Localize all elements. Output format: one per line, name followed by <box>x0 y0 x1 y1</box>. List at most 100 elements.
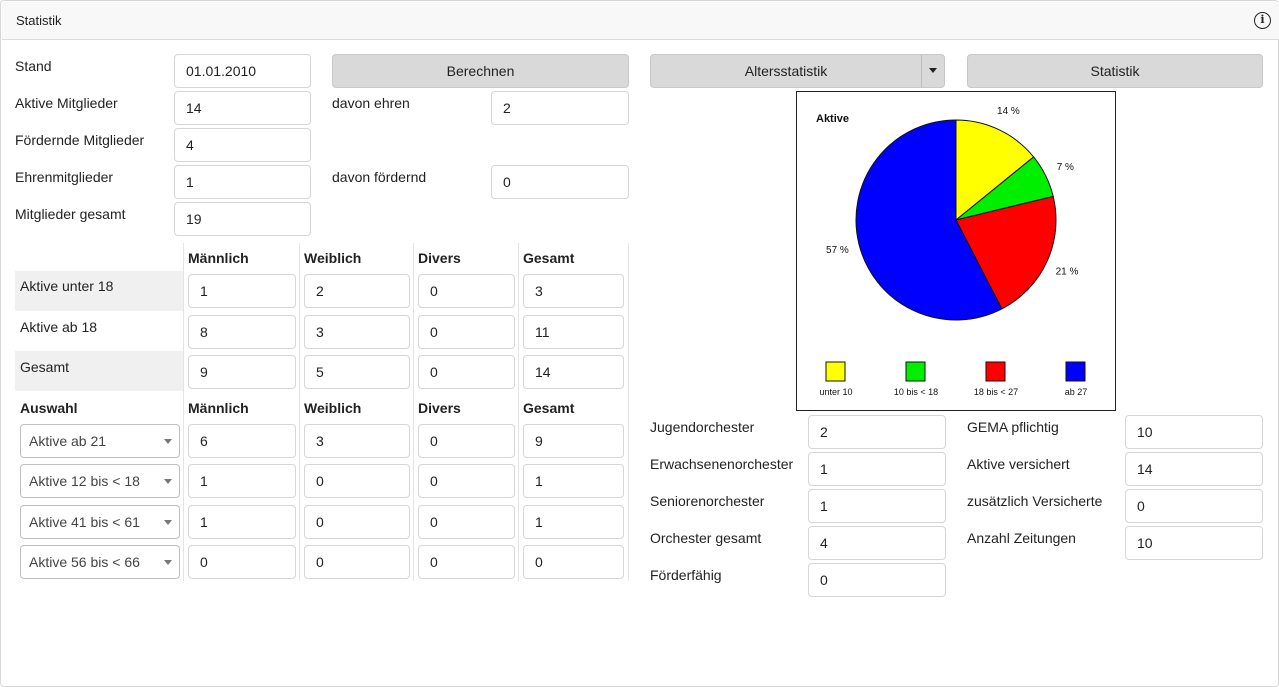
row-label-active-under-18: Aktive unter 18 <box>20 278 114 294</box>
of-which-supporting-label: davon fördernd <box>332 169 427 185</box>
of-which-honorary-field[interactable]: 2 <box>491 91 629 125</box>
header-female: Weiblich <box>304 250 362 266</box>
chart-title: Aktive <box>816 113 849 125</box>
chevron-down-icon[interactable] <box>929 68 937 73</box>
age-statistics-button[interactable]: Altersstatistik <box>744 63 828 79</box>
total-female[interactable]: 5 <box>304 355 410 389</box>
total-male[interactable]: 9 <box>188 355 296 389</box>
active-from-18-diverse[interactable]: 0 <box>418 315 515 349</box>
row-label-total: Gesamt <box>20 359 70 375</box>
title-bar: Statistik i <box>2 2 1279 40</box>
grid-divider <box>299 243 300 581</box>
active-insured-field[interactable]: 14 <box>1125 452 1263 486</box>
orchestra-total-field[interactable]: 4 <box>808 526 946 560</box>
of-which-supporting-field[interactable]: 0 <box>491 165 629 199</box>
selection-header-male: Männlich <box>188 400 249 416</box>
legend-label: unter 10 <box>819 387 852 397</box>
youth-orchestra-label: Jugendorchester <box>650 419 755 435</box>
adult-orchestra-field[interactable]: 1 <box>808 452 946 486</box>
age-group-select-4[interactable]: Aktive 56 bis < 66 <box>20 545 180 579</box>
selection-4-male[interactable]: 0 <box>188 545 296 579</box>
honorary-members-label: Ehrenmitglieder <box>15 169 114 185</box>
additionally-insured-label: zusätzlich Versicherte <box>967 493 1103 509</box>
row-label-background <box>15 271 183 311</box>
header-male: Männlich <box>188 250 249 266</box>
selection-4-diverse[interactable]: 0 <box>418 545 515 579</box>
honorary-members-field[interactable]: 1 <box>174 165 311 199</box>
active-under-18-total[interactable]: 3 <box>523 274 624 308</box>
selection-2-male[interactable]: 1 <box>188 464 296 498</box>
adult-orchestra-label: Erwachsenenorchester <box>650 456 794 472</box>
chevron-down-icon <box>164 479 172 484</box>
pie-slice <box>955 195 1057 310</box>
active-from-18-total[interactable]: 11 <box>523 315 624 349</box>
senior-orchestra-label: Seniorenorchester <box>650 493 765 509</box>
active-from-18-female[interactable]: 3 <box>304 315 410 349</box>
calculate-button[interactable]: Berechnen <box>332 54 629 88</box>
gema-label: GEMA pflichtig <box>967 419 1059 435</box>
senior-orchestra-field[interactable]: 1 <box>808 489 946 523</box>
selection-3-diverse[interactable]: 0 <box>418 505 515 539</box>
pie-slice-label: 7 % <box>1057 162 1074 173</box>
age-group-select-1[interactable]: Aktive ab 21 <box>20 424 180 458</box>
split-separator <box>921 55 922 87</box>
total-members-field[interactable]: 19 <box>174 202 311 236</box>
selection-4-female[interactable]: 0 <box>304 545 410 579</box>
selection-1-female[interactable]: 3 <box>304 424 410 458</box>
grid-divider <box>628 243 629 581</box>
selection-4-total[interactable]: 0 <box>523 545 624 579</box>
gema-field[interactable]: 10 <box>1125 415 1263 449</box>
selection-3-male[interactable]: 1 <box>188 505 296 539</box>
total-total[interactable]: 14 <box>523 355 624 389</box>
active-insured-label: Aktive versichert <box>967 456 1070 472</box>
grid-divider <box>183 243 184 581</box>
header-total: Gesamt <box>523 250 575 266</box>
active-under-18-female[interactable]: 2 <box>304 274 410 308</box>
eligible-field[interactable]: 0 <box>808 563 946 597</box>
legend-swatch <box>1065 361 1086 382</box>
pie-slice <box>955 119 1035 222</box>
newspapers-label: Anzahl Zeitungen <box>967 530 1076 546</box>
active-from-18-male[interactable]: 8 <box>188 315 296 349</box>
selection-1-diverse[interactable]: 0 <box>418 424 515 458</box>
chevron-down-icon <box>164 560 172 565</box>
newspapers-field[interactable]: 10 <box>1125 526 1263 560</box>
youth-orchestra-field[interactable]: 2 <box>808 415 946 449</box>
selection-3-total[interactable]: 1 <box>523 505 624 539</box>
selection-2-female[interactable]: 0 <box>304 464 410 498</box>
pie-slice-label: 57 % <box>826 245 849 256</box>
selection-header-female: Weiblich <box>304 400 362 416</box>
pie-slice <box>855 119 1003 321</box>
selection-header-diverse: Divers <box>418 400 461 416</box>
selection-2-total[interactable]: 1 <box>523 464 624 498</box>
grid-divider <box>518 243 519 581</box>
active-under-18-diverse[interactable]: 0 <box>418 274 515 308</box>
stand-label: Stand <box>15 58 52 74</box>
age-group-select-value: Aktive 12 bis < 18 <box>29 473 140 489</box>
legend-label: 10 bis < 18 <box>894 387 938 397</box>
age-group-select-value: Aktive 41 bis < 61 <box>29 514 140 530</box>
stand-date-input[interactable]: 01.01.2010 <box>174 54 311 88</box>
age-group-select-2[interactable]: Aktive 12 bis < 18 <box>20 464 180 498</box>
supporting-members-label: Fördernde Mitglieder <box>15 132 145 148</box>
age-group-select-3[interactable]: Aktive 41 bis < 61 <box>20 505 180 539</box>
selection-header-total: Gesamt <box>523 400 575 416</box>
header-diverse: Divers <box>418 250 461 266</box>
age-group-select-value: Aktive ab 21 <box>29 433 107 449</box>
pie-chart-svg: Aktive 14 % 7 % 21 % 57 % unter 10 10 bis < 18… <box>816 106 1088 397</box>
total-diverse[interactable]: 0 <box>418 355 515 389</box>
legend-label: ab 27 <box>1065 387 1088 397</box>
statistics-button[interactable]: Statistik <box>967 54 1263 88</box>
selection-1-male[interactable]: 6 <box>188 424 296 458</box>
legend-swatch <box>825 361 846 382</box>
additionally-insured-field[interactable]: 0 <box>1125 489 1263 523</box>
selection-2-diverse[interactable]: 0 <box>418 464 515 498</box>
age-pie-chart: Aktive 14 % 7 % 21 % 57 % unter 10 10 bis < 18… <box>796 91 1116 411</box>
active-members-field[interactable]: 14 <box>174 91 311 125</box>
active-under-18-male[interactable]: 1 <box>188 274 296 308</box>
age-statistics-split-button[interactable]: Altersstatistik <box>650 54 945 88</box>
info-icon[interactable]: i <box>1254 12 1271 29</box>
supporting-members-field[interactable]: 4 <box>174 128 311 162</box>
selection-1-total[interactable]: 9 <box>523 424 624 458</box>
selection-3-female[interactable]: 0 <box>304 505 410 539</box>
